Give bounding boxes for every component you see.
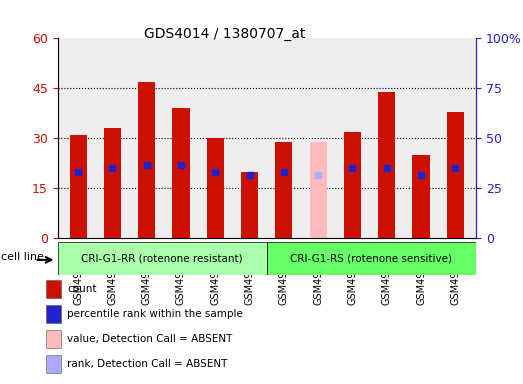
Bar xyxy=(47,355,61,373)
Text: GDS4014 / 1380707_at: GDS4014 / 1380707_at xyxy=(144,27,305,41)
Bar xyxy=(310,142,327,238)
Text: count: count xyxy=(67,284,97,294)
Bar xyxy=(207,138,224,238)
Text: rank, Detection Call = ABSENT: rank, Detection Call = ABSENT xyxy=(67,359,228,369)
Bar xyxy=(267,242,476,275)
Bar xyxy=(47,280,61,298)
Bar xyxy=(173,108,189,238)
Text: CRI-G1-RR (rotenone resistant): CRI-G1-RR (rotenone resistant) xyxy=(81,253,243,263)
Bar xyxy=(104,128,121,238)
Bar xyxy=(138,82,155,238)
Text: percentile rank within the sample: percentile rank within the sample xyxy=(67,309,243,319)
Bar xyxy=(47,305,61,323)
Text: CRI-G1-RS (rotenone sensitive): CRI-G1-RS (rotenone sensitive) xyxy=(290,253,452,263)
Bar xyxy=(447,112,464,238)
Text: value, Detection Call = ABSENT: value, Detection Call = ABSENT xyxy=(67,334,233,344)
Bar xyxy=(47,330,61,348)
Bar xyxy=(413,155,429,238)
Bar xyxy=(275,142,292,238)
Bar xyxy=(241,172,258,238)
Bar xyxy=(378,92,395,238)
Text: cell line: cell line xyxy=(1,252,44,262)
Bar xyxy=(58,242,267,275)
Bar xyxy=(70,135,87,238)
Bar xyxy=(344,132,361,238)
